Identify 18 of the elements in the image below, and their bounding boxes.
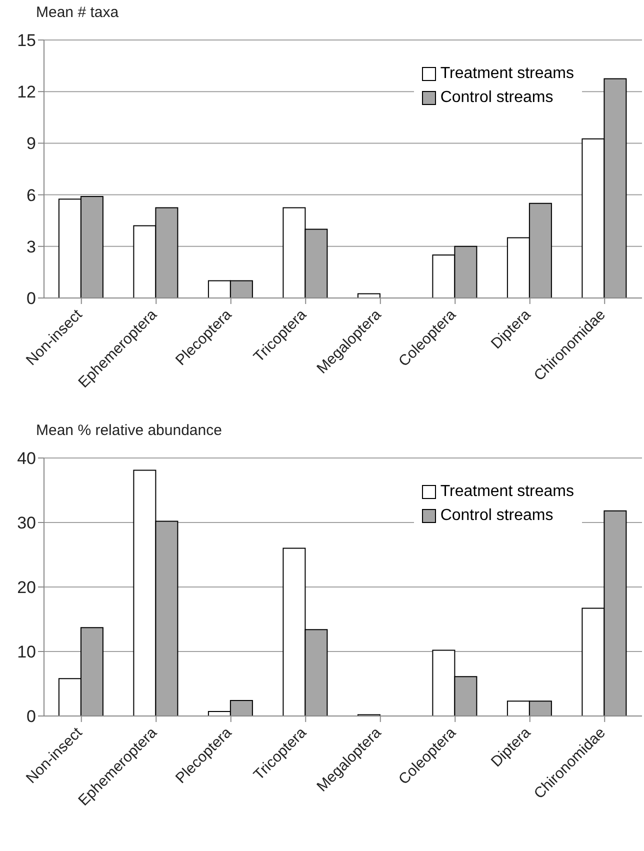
y-tick-label: 12 <box>17 82 36 102</box>
y-tick-label: 30 <box>17 514 36 533</box>
y-tick-label: 0 <box>26 289 36 308</box>
legend-label: Control streams <box>440 507 554 525</box>
y-axis-title: Mean # taxa <box>36 4 119 21</box>
y-tick-label: 6 <box>26 186 36 205</box>
y-tick-label: 9 <box>26 134 36 154</box>
y-tick-label: 20 <box>17 578 36 598</box>
legend-label: Treatment streams <box>440 65 574 83</box>
y-tick-label: 15 <box>17 31 36 50</box>
legend-label: Treatment streams <box>440 483 574 501</box>
y-tick-label: 0 <box>26 707 36 726</box>
y-tick-label: 3 <box>26 237 36 256</box>
y-tick-label: 40 <box>17 449 36 468</box>
bar <box>357 293 380 298</box>
y-axis-title: Mean % relative abundance <box>36 422 222 439</box>
y-tick-label: 10 <box>17 642 36 662</box>
legend-label: Control streams <box>440 89 554 107</box>
